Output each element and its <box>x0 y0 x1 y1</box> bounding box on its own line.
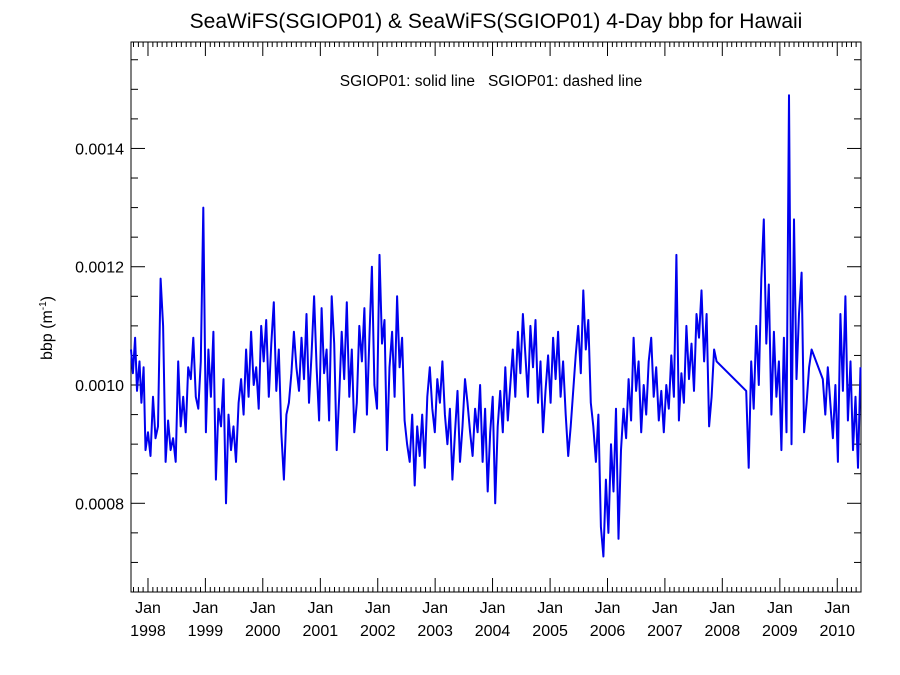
x-tick-label-month: Jan <box>767 600 793 617</box>
x-tick-label-month: Jan <box>709 600 735 617</box>
y-tick-label: 0.0014 <box>75 141 124 158</box>
x-tick-label-month: Jan <box>480 600 506 617</box>
x-tick-label-year: 2007 <box>647 623 683 640</box>
x-tick-label-year: 2009 <box>762 623 798 640</box>
x-tick-label-month: Jan <box>192 600 218 617</box>
plot-frame <box>130 41 862 593</box>
x-tick-label-year: 1999 <box>188 623 224 640</box>
x-tick-label-month: Jan <box>537 600 563 617</box>
chart-title: SeaWiFS(SGIOP01) & SeaWiFS(SGIOP01) 4-Da… <box>190 10 803 33</box>
series-line-0 <box>130 94 862 558</box>
x-tick-label-year: 2001 <box>303 623 339 640</box>
x-tick-label-year: 2005 <box>532 623 568 640</box>
y-axis-title-sup: -1 <box>38 301 49 310</box>
x-tick-label-month: Jan <box>250 600 276 617</box>
x-tick-label-year: 1998 <box>130 623 166 640</box>
x-tick-label-year: 2003 <box>417 623 453 640</box>
x-tick-label-month: Jan <box>307 600 333 617</box>
y-tick-label: 0.0010 <box>75 378 124 395</box>
x-tick-label-year: 2008 <box>705 623 741 640</box>
y-tick-label: 0.0012 <box>75 260 124 277</box>
y-axis-title: bbp (m-1) <box>38 296 56 360</box>
x-tick-label-month: Jan <box>422 600 448 617</box>
x-tick-label-month: Jan <box>595 600 621 617</box>
x-tick-label-year: 2004 <box>475 623 511 640</box>
y-axis-title-close: ) <box>39 296 56 301</box>
x-tick-label-year: 2010 <box>819 623 855 640</box>
x-tick-label-month: Jan <box>365 600 391 617</box>
line-style-annotation: SGIOP01: solid line SGIOP01: dashed line <box>340 73 642 90</box>
x-tick-label-year: 2002 <box>360 623 396 640</box>
x-tick-label-month: Jan <box>824 600 850 617</box>
x-tick-label-month: Jan <box>652 600 678 617</box>
series-layer <box>130 94 862 558</box>
x-axis: Jan 1998 Jan 1999 Jan 2000 Jan 2001 Jan 2002 Jan 20… <box>130 42 862 640</box>
x-tick-label-month: Jan <box>135 600 161 617</box>
y-axis: 0.0008 0.0010 0.0012 0.0014 <box>75 59 861 593</box>
x-tick-label-year: 2006 <box>590 623 626 640</box>
x-tick-label-year: 2000 <box>245 623 281 640</box>
y-axis-title-main: bbp (m <box>39 310 56 360</box>
y-tick-label: 0.0008 <box>75 496 124 513</box>
